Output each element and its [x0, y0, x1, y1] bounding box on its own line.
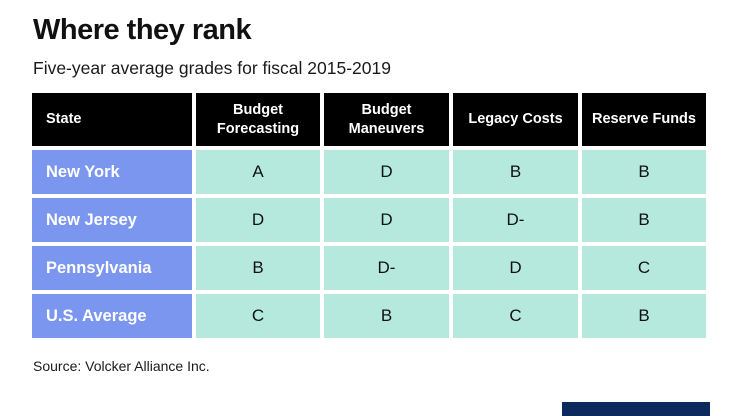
grade-cell: C [453, 294, 578, 338]
page-title: Where they rank [33, 14, 252, 46]
grade-cell: A [196, 150, 320, 194]
grade-cell: D [196, 198, 320, 242]
page-subtitle: Five-year average grades for fiscal 2015… [33, 58, 391, 78]
column-header-budget-forecasting: Budget Forecasting [196, 93, 320, 146]
grade-cell: D- [324, 246, 449, 290]
grade-cell: B [196, 246, 320, 290]
column-header-state: State [32, 93, 192, 146]
grade-cell: D- [453, 198, 578, 242]
grades-table: State Budget Forecasting Budget Maneuver… [32, 93, 706, 338]
grade-cell: B [324, 294, 449, 338]
state-cell-pennsylvania: Pennsylvania [32, 246, 192, 290]
column-header-reserve-funds: Reserve Funds [582, 93, 706, 146]
column-header-budget-maneuvers: Budget Maneuvers [324, 93, 449, 146]
grade-cell: B [582, 150, 706, 194]
column-header-legacy-costs: Legacy Costs [453, 93, 578, 146]
brand-bar [562, 402, 710, 416]
grade-cell: B [582, 294, 706, 338]
grade-cell: B [582, 198, 706, 242]
state-cell-new-jersey: New Jersey [32, 198, 192, 242]
grade-cell: D [324, 198, 449, 242]
state-cell-new-york: New York [32, 150, 192, 194]
grade-cell: D [324, 150, 449, 194]
grade-cell: D [453, 246, 578, 290]
grade-cell: C [196, 294, 320, 338]
grade-cell: B [453, 150, 578, 194]
state-cell-us-average: U.S. Average [32, 294, 192, 338]
source-attribution: Source: Volcker Alliance Inc. [33, 358, 210, 374]
grade-cell: C [582, 246, 706, 290]
